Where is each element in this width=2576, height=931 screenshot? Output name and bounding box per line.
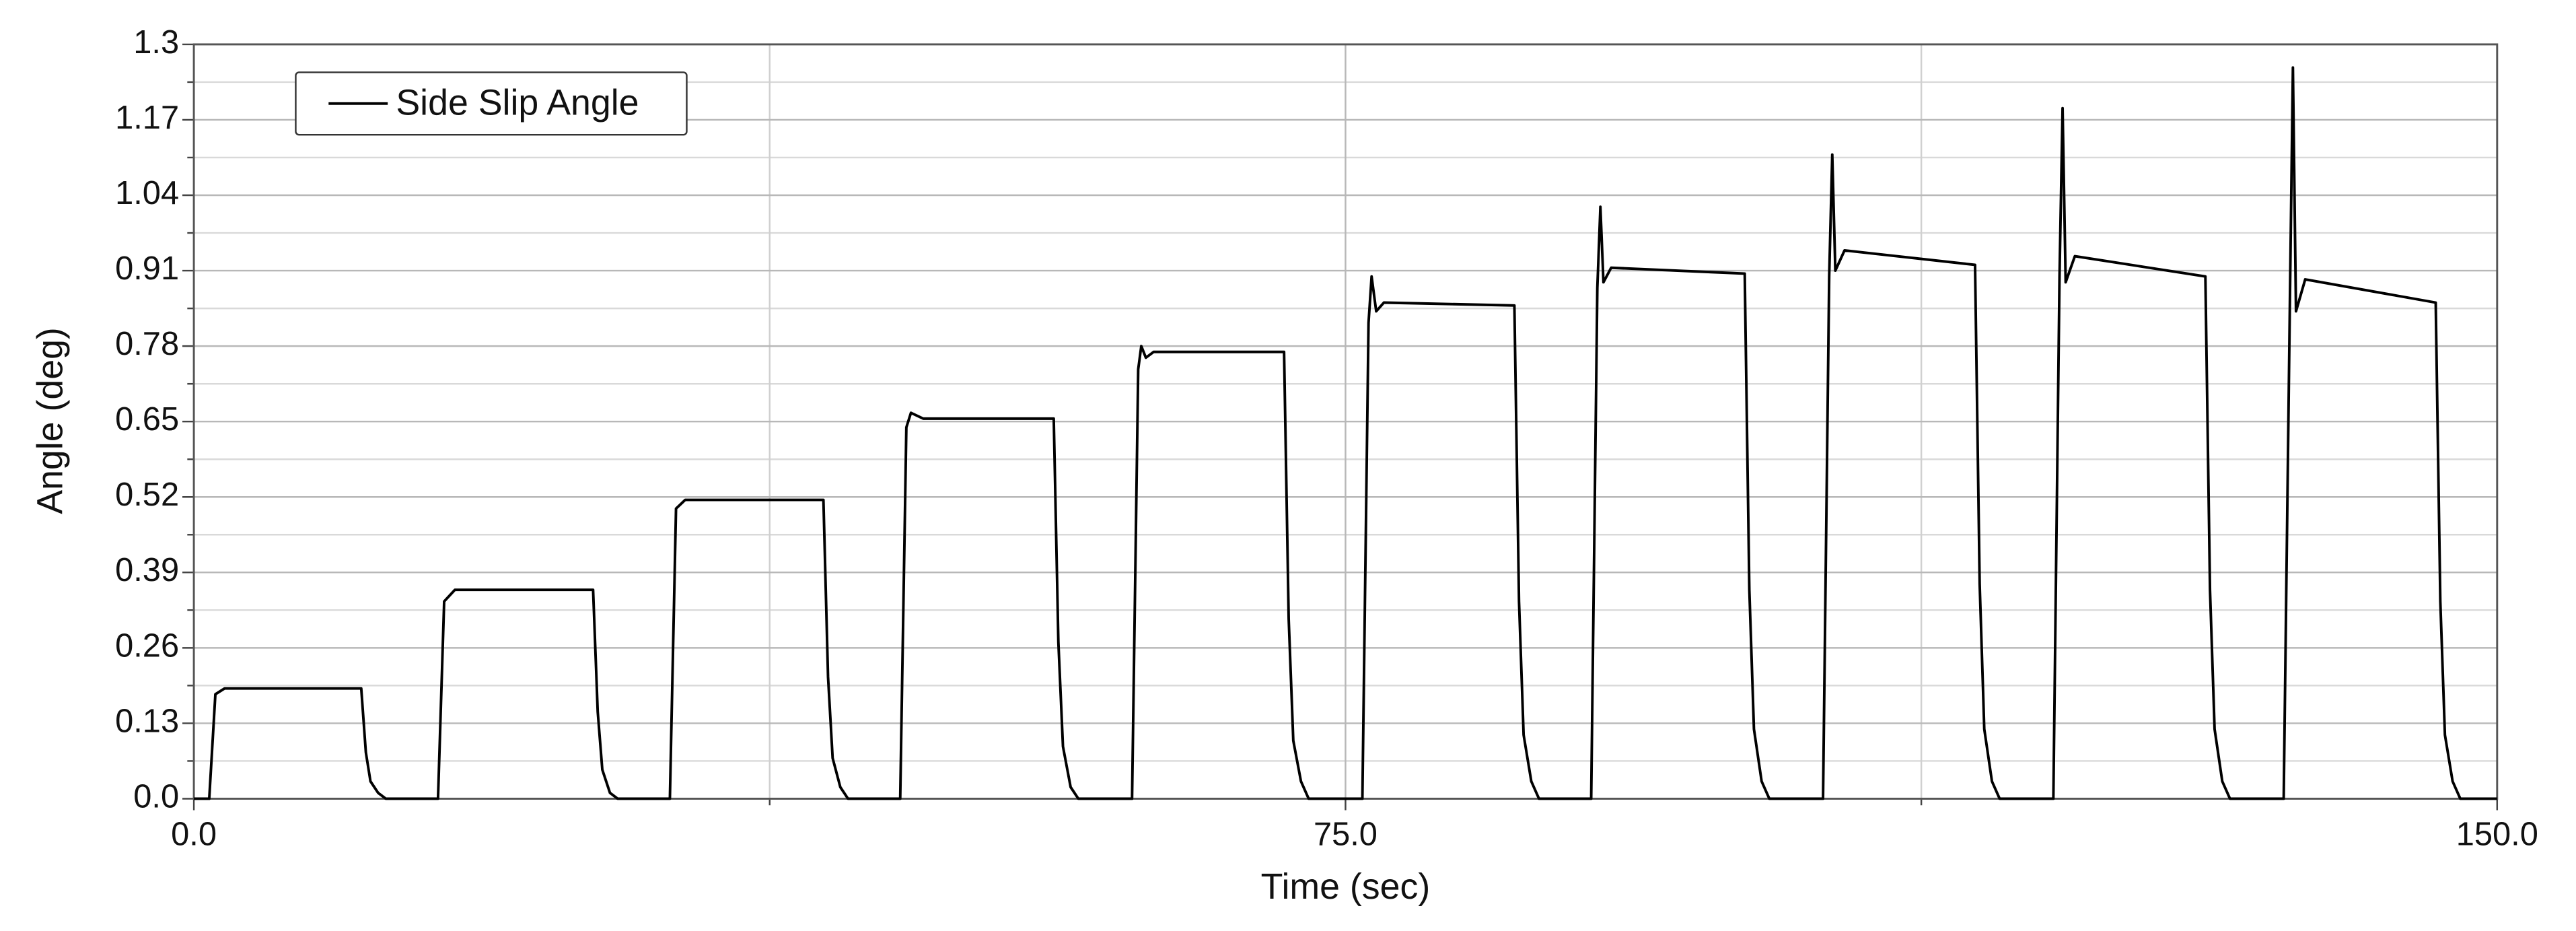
y-tick-label: 0.0	[133, 778, 179, 815]
legend: Side Slip Angle	[295, 71, 688, 136]
legend-box	[295, 71, 688, 136]
y-axis-label: Angle (deg)	[30, 327, 70, 514]
y-tick-label: 1.04	[115, 175, 179, 211]
y-tick-label: 0.52	[115, 477, 179, 513]
y-tick-label: 0.65	[115, 401, 179, 438]
y-tick-label: 0.13	[115, 703, 179, 739]
y-tick-label: 1.17	[115, 100, 179, 136]
data-line	[194, 66, 2497, 800]
x-tick-label: 150.0	[2456, 817, 2538, 853]
y-tick-label: 1.3	[133, 24, 179, 61]
legend-label: Side Slip Angle	[396, 82, 639, 123]
y-tick-label: 0.78	[115, 326, 179, 362]
x-axis-label: Time (sec)	[1261, 866, 1431, 907]
y-tick-label: 0.26	[115, 627, 179, 664]
y-tick-label: 0.91	[115, 250, 179, 287]
x-tick-label: 0.0	[171, 817, 217, 853]
x-tick-label: 75.0	[1314, 817, 1378, 853]
y-tick-label: 0.39	[115, 552, 179, 588]
